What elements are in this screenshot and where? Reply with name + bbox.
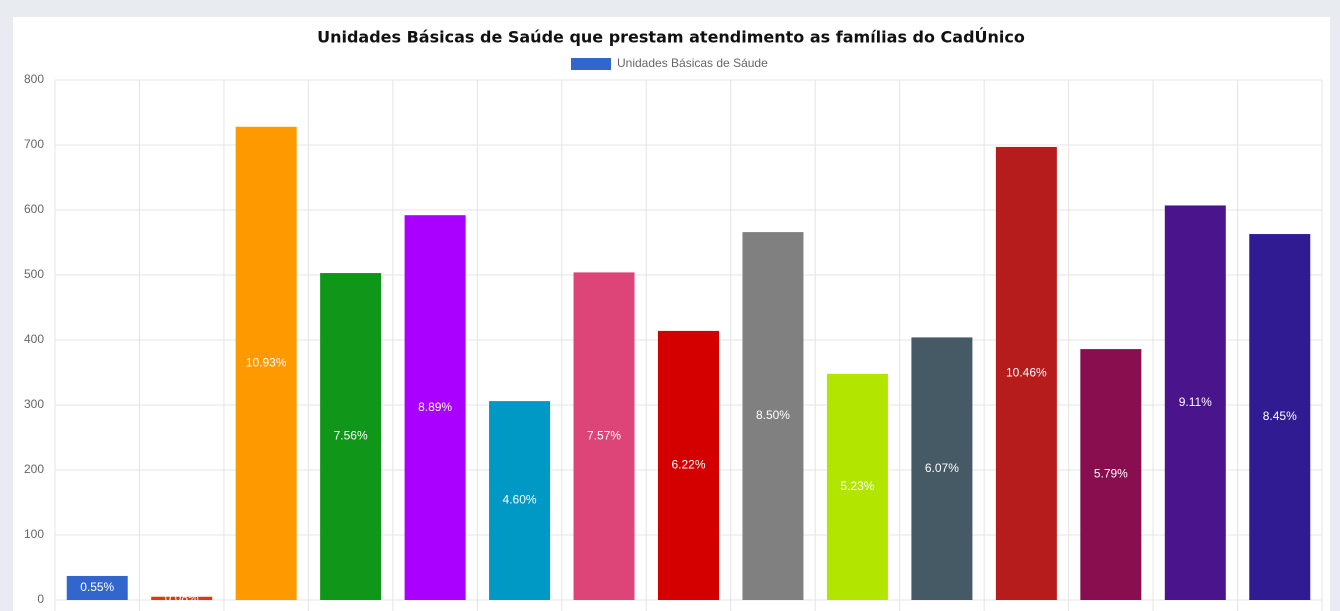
bar — [1249, 234, 1311, 601]
bar-label: 0.08% — [165, 591, 199, 605]
bar-label: 8.45% — [1263, 409, 1297, 423]
legend-label: Unidades Básicas de Sáude — [617, 56, 768, 70]
bar — [995, 146, 1057, 600]
bar-label: 4.60% — [503, 493, 537, 507]
bar-label: 5.23% — [840, 479, 874, 493]
bar — [573, 272, 635, 600]
bar-label: 6.07% — [925, 461, 959, 475]
bar — [742, 232, 804, 600]
bar-label: 6.22% — [671, 458, 705, 472]
y-tick-label: 600 — [24, 202, 44, 216]
y-tick-label: 800 — [24, 72, 44, 86]
bar — [151, 596, 213, 600]
y-tick-label: 400 — [24, 332, 44, 346]
y-tick-label: 0 — [37, 592, 44, 606]
bar — [1080, 349, 1142, 600]
bar — [320, 273, 382, 600]
bar — [658, 330, 719, 600]
bar-label: 10.46% — [1006, 366, 1047, 380]
legend-swatch — [571, 58, 611, 70]
bar-label: 8.50% — [756, 408, 790, 422]
bar-label: 8.89% — [418, 400, 452, 414]
bar — [1164, 205, 1226, 600]
y-tick-label: 300 — [24, 397, 44, 411]
y-tick-label: 500 — [24, 267, 44, 281]
y-tick-label: 200 — [24, 462, 44, 476]
bar-label: 7.56% — [334, 429, 368, 443]
chart-title: Unidades Básicas de Saúde que prestam at… — [317, 28, 1025, 47]
y-tick-label: 700 — [24, 137, 44, 151]
bar-label: 9.11% — [1179, 395, 1212, 409]
bar — [911, 337, 973, 600]
bar — [235, 126, 297, 601]
bar-label: 0.55% — [80, 580, 114, 594]
bar — [489, 401, 551, 600]
bar-label: 10.93% — [246, 356, 287, 370]
bar — [404, 215, 466, 600]
bar-label: 7.57% — [587, 428, 621, 442]
y-tick-label: 100 — [24, 527, 44, 541]
bar-label: 5.79% — [1094, 467, 1128, 481]
bar — [826, 373, 888, 600]
bar — [66, 575, 128, 600]
